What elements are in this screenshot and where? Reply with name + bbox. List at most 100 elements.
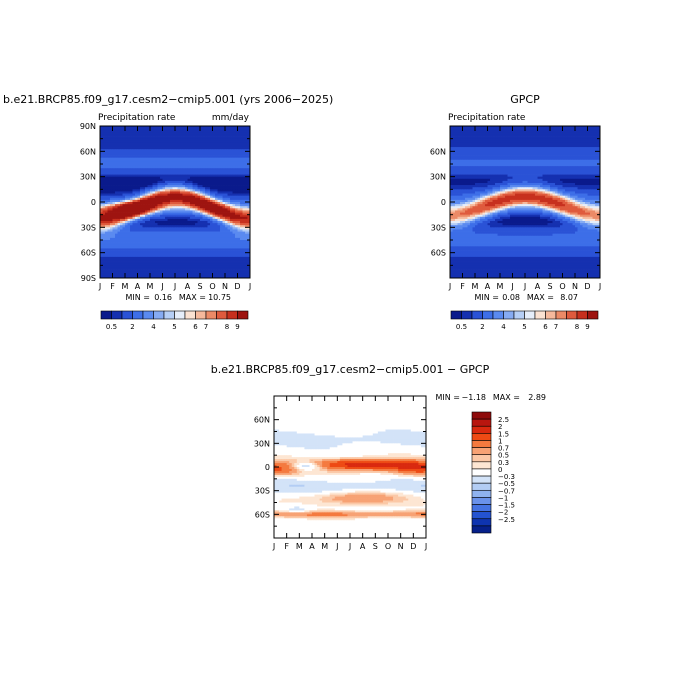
field-cell [222,189,226,192]
field-cell [180,227,183,230]
field-cell [142,172,146,175]
field-cell [230,149,233,152]
field-cell [157,145,161,148]
field-cell [115,261,118,264]
field-cell [127,151,131,154]
field-cell [107,231,111,235]
field-cell [112,250,116,254]
field-cell [240,223,243,226]
field-cell [100,252,103,256]
field-cell [242,130,246,133]
field-cell [205,271,208,275]
field-cell [115,153,118,156]
field-cell [220,204,223,207]
field-cell [142,157,146,161]
field-cell [185,210,188,213]
field-cell [222,147,226,150]
field-cell [115,134,118,137]
field-cell [242,180,246,184]
field-cell [247,159,250,163]
field-cell [212,174,216,178]
field-cell [242,126,246,129]
field-cell [140,170,143,173]
field-cell [155,172,158,175]
field-cell [200,221,203,224]
field-cell [195,153,198,156]
field-cell [157,155,161,159]
field-cell [110,153,113,156]
field-cell [192,191,196,194]
field-cell [125,193,128,197]
field-cell [195,176,198,180]
field-cell [227,233,231,237]
field-cell [240,176,243,180]
field-cell [122,153,126,156]
field-cell [122,128,126,131]
field-cell [235,204,238,207]
field-cell [242,275,246,278]
field-cell [115,164,118,167]
panel-model-title: b.e21.BRCP85.f09_g17.cesm2−cmip5.001 (yr… [3,93,333,106]
field-cell [245,130,248,133]
field-cell [122,252,126,256]
field-cell [167,208,171,211]
field-cell [172,136,176,140]
field-cell [185,153,188,156]
field-cell [162,227,166,230]
field-cell [532,140,536,144]
field-cell [107,145,111,148]
field-cell [517,126,521,129]
field-cell [457,140,461,144]
field-cell [220,273,223,277]
field-cell [245,187,248,190]
field-cell [182,229,186,232]
field-cell [220,168,223,171]
field-cell [192,130,196,133]
field-cell [207,126,211,129]
field-cell [117,259,121,262]
field-cell [200,223,203,226]
field-cell [212,159,216,163]
field-cell [117,263,121,266]
field-cell [537,126,541,129]
field-cell [135,176,138,180]
field-cell [502,145,506,148]
field-cell [172,259,176,262]
field-cell [187,265,191,268]
field-cell [177,149,181,152]
field-cell [100,136,103,140]
field-cell [195,212,198,216]
field-cell [182,199,186,203]
field-cell [215,269,218,273]
field-cell [120,269,123,273]
field-cell [110,223,113,226]
field-cell [162,223,166,226]
field-cell [215,138,218,142]
field-cell [242,221,246,224]
field-cell [117,174,121,178]
field-cell [217,161,221,165]
field-cell [112,189,116,192]
field-cell [577,128,581,131]
field-cell [245,195,248,199]
field-cell [192,132,196,135]
field-cell [182,216,186,220]
field-cell [115,235,118,239]
field-cell [110,176,113,180]
field-cell [172,147,176,150]
field-cell [205,273,208,277]
field-cell [162,126,166,129]
field-cell [232,265,236,268]
field-cell [182,223,186,226]
field-cell [152,140,156,144]
field-cell [220,176,223,180]
field-cell [172,235,176,239]
field-cell [230,130,233,133]
panel-model: b.e21.BRCP85.f09_g17.cesm2−cmip5.001 (yr… [3,93,333,331]
field-cell [102,145,106,148]
field-cell [242,218,246,222]
field-cell [577,138,581,142]
field-cell [582,130,586,133]
field-cell [505,140,508,144]
field-cell [187,142,191,146]
